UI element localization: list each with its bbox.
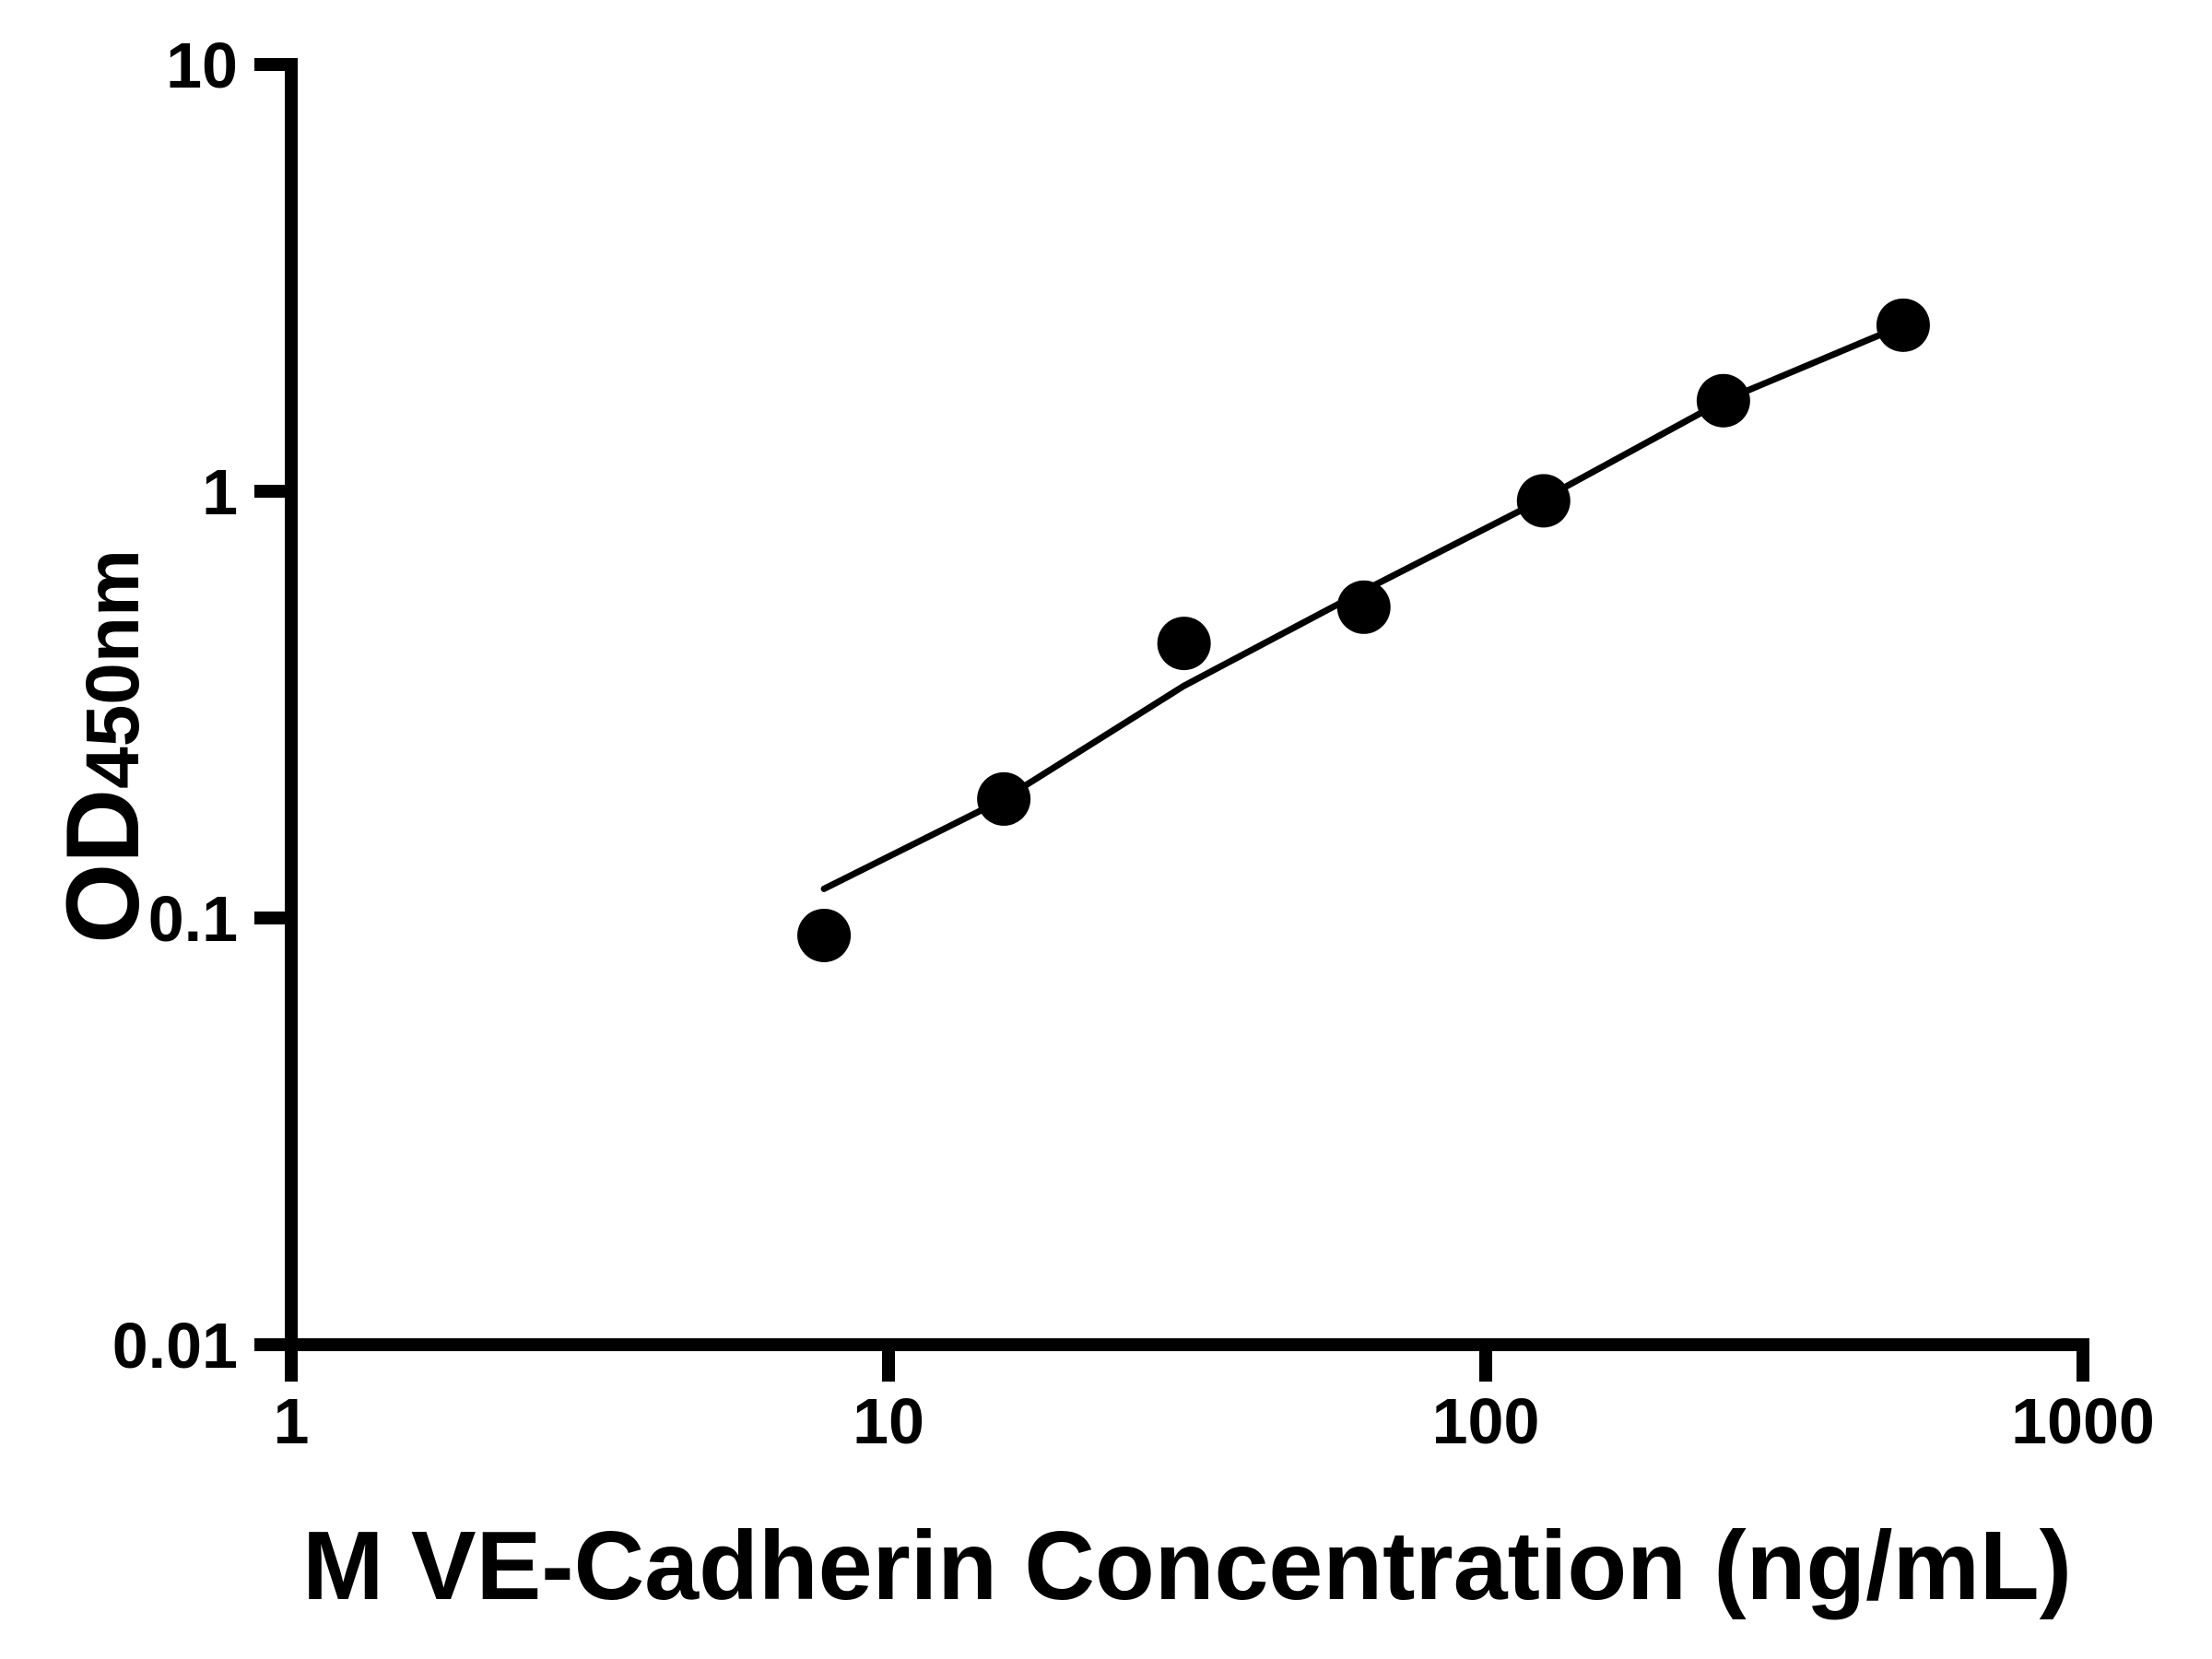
- data-point: [1157, 617, 1211, 671]
- data-point: [1876, 298, 1930, 352]
- x-tick-label: 10: [853, 1385, 924, 1457]
- y-axis-title: OD450nm: [45, 549, 160, 944]
- y-tick-label: 10: [166, 29, 238, 101]
- y-axis-title-sub: 450nm: [71, 549, 155, 789]
- x-tick-label: 1000: [2011, 1385, 2155, 1457]
- x-tick-label: 1: [274, 1385, 310, 1457]
- data-point: [797, 908, 852, 962]
- data-point: [1696, 373, 1750, 428]
- y-axis-title-main: OD: [45, 789, 160, 944]
- y-tick-label: 0.01: [112, 1310, 238, 1382]
- y-tick-label: 1: [202, 456, 238, 528]
- y-tick-label: 0.1: [148, 883, 238, 955]
- data-point: [1516, 474, 1571, 528]
- data-point: [1336, 580, 1391, 634]
- x-tick-label: 100: [1432, 1385, 1540, 1457]
- x-axis-title: M VE-Cadherin Concentration (ng/mL): [302, 1512, 2072, 1620]
- data-point: [977, 771, 1031, 826]
